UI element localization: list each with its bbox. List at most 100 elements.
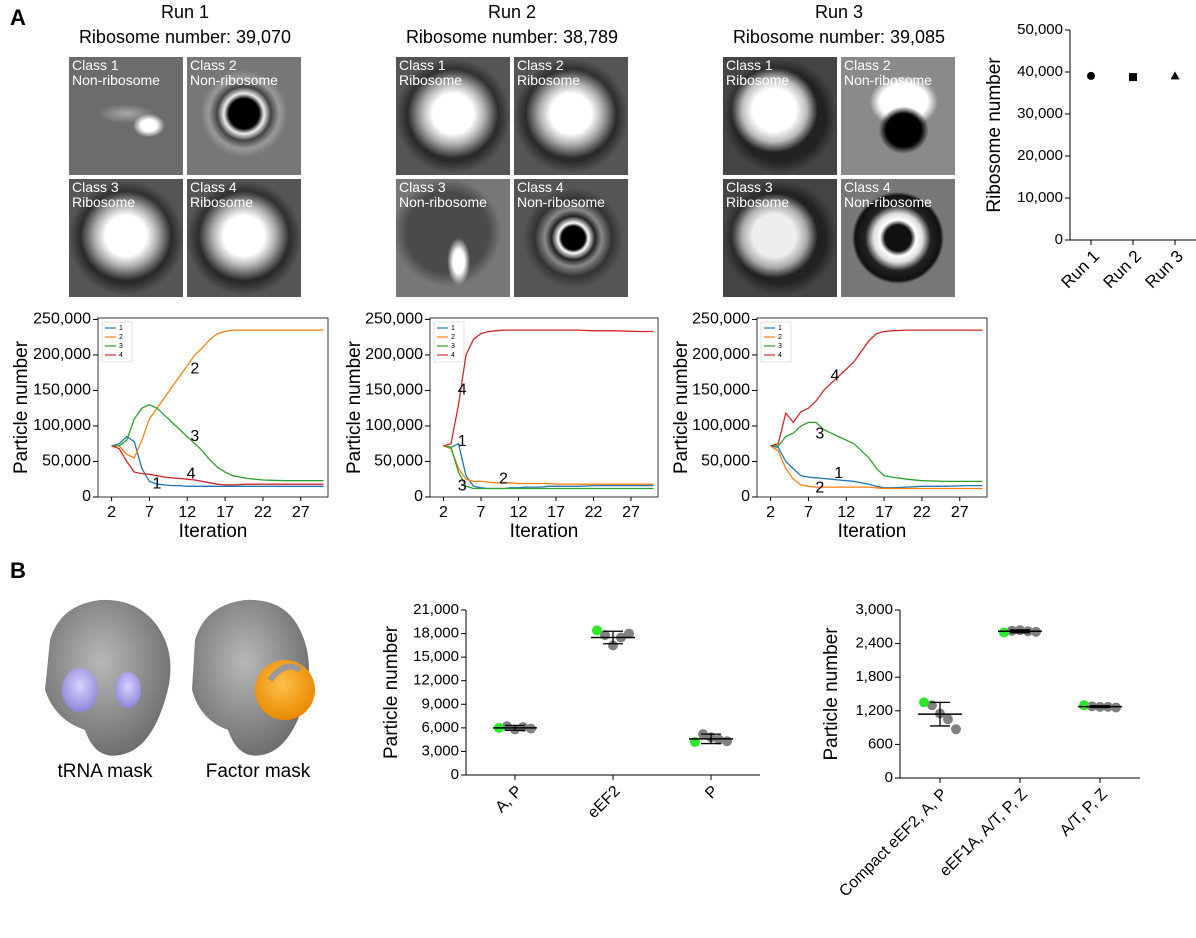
legend-label: 4 [778,352,782,359]
highlight-point [999,627,1009,637]
point [1171,71,1180,79]
x-tick-label: 12 [510,504,528,521]
class-name: Class 2 [517,58,564,73]
class-name: Class 1 [399,58,446,73]
class-name: Class 3 [399,180,446,195]
x-tick-label: 27 [622,504,640,521]
x-tick-label: 22 [585,504,603,521]
point [943,714,953,724]
y-tick-label: 12,000 [413,672,459,689]
y-tick-label: 150,000 [692,382,750,399]
line-series [771,330,983,446]
class-kind: Ribosome [517,73,580,88]
annotation: 2 [499,470,508,487]
legend-label: 4 [451,352,455,359]
point [951,724,961,734]
class-kind: Non-ribosome [72,73,160,88]
y-tick-label: 250,000 [692,311,750,328]
annotation: 1 [834,465,843,482]
line-series [112,437,324,487]
point [1129,73,1137,81]
y-tick-label: 20,000 [1017,147,1063,164]
legend-label: 2 [451,334,455,341]
y-tick-label: 10,000 [1017,189,1063,206]
y-tick-label: 40,000 [1017,63,1063,80]
line-series [444,330,654,446]
y-tick-label: 200,000 [33,346,91,363]
y-tick-label: 18,000 [413,625,459,642]
y-tick-label: 0 [451,766,459,783]
highlight-point [919,697,929,707]
class-kind: Non-ribosome [399,195,487,210]
x-tick-label: 22 [254,504,272,521]
class-kind: Ribosome [399,73,462,88]
run-title: Run 1 [161,2,209,22]
y-tick-label: 50,000 [42,453,91,470]
x-tick-label: 12 [837,504,855,521]
y-tick-label: 6,000 [421,719,459,736]
x-tick-label: 17 [875,504,893,521]
legend-label: 3 [778,343,782,350]
class-name: Class 1 [726,58,773,73]
x-tick-label: 17 [547,504,565,521]
factor-mask-render [192,600,315,756]
x-tick-label: 17 [216,504,234,521]
highlight-point [592,625,602,635]
annotation: 4 [187,465,196,482]
line-series [112,330,324,458]
annotation: 3 [458,478,467,495]
x-tick-label: P [702,783,722,803]
annotation: 1 [153,475,162,492]
y-tick-label: 600 [868,735,893,752]
run-subtitle: Ribosome number: 39,070 [79,27,291,47]
class-average: Class 2Non-ribosome [841,57,955,175]
annotation: 3 [190,428,199,445]
y-tick-label: 50,000 [1017,21,1063,38]
panel-label: B [10,558,26,583]
y-tick-label: 2,400 [855,635,893,652]
y-tick-label: 3,000 [421,742,459,759]
annotation: 3 [815,426,824,443]
x-tick-label: 2 [766,504,775,521]
legend-label: 1 [451,325,455,332]
class-name: Class 4 [844,180,891,195]
y-axis-label: Ribosome number [984,57,1005,213]
run-subtitle: Ribosome number: 39,085 [733,27,945,47]
annotation: 4 [830,367,839,384]
class-name: Class 3 [726,180,773,195]
y-tick-label: 100,000 [692,417,750,434]
legend-label: 4 [119,352,123,359]
line-series [771,446,983,489]
x-tick-label: 7 [145,504,154,521]
y-tick-label: 100,000 [365,417,423,434]
x-tick-label: eEF2 [585,783,624,822]
x-tick-label: 12 [178,504,196,521]
annotation: 1 [458,433,467,450]
annotation: 4 [458,382,467,399]
class-kind: Ribosome [726,195,789,210]
x-tick-label: 2 [439,504,448,521]
y-axis-label: Particle number [344,340,365,474]
y-tick-label: 9,000 [421,695,459,712]
x-tick-label: Run 3 [1141,247,1187,293]
y-tick-label: 150,000 [33,382,91,399]
x-tick-label: 7 [804,504,813,521]
y-tick-label: 150,000 [365,382,423,399]
x-tick-label: 22 [913,504,931,521]
x-axis-label: Iteration [179,521,248,542]
legend-label: 2 [778,334,782,341]
x-tick-label: 2 [107,504,116,521]
class-name: Class 1 [72,58,119,73]
y-tick-label: 21,000 [413,601,459,618]
y-tick-label: 50,000 [701,453,750,470]
x-axis-label: Iteration [510,521,579,542]
legend-label: 3 [451,343,455,350]
y-tick-label: 0 [885,769,893,786]
panel-label: A [10,5,26,30]
